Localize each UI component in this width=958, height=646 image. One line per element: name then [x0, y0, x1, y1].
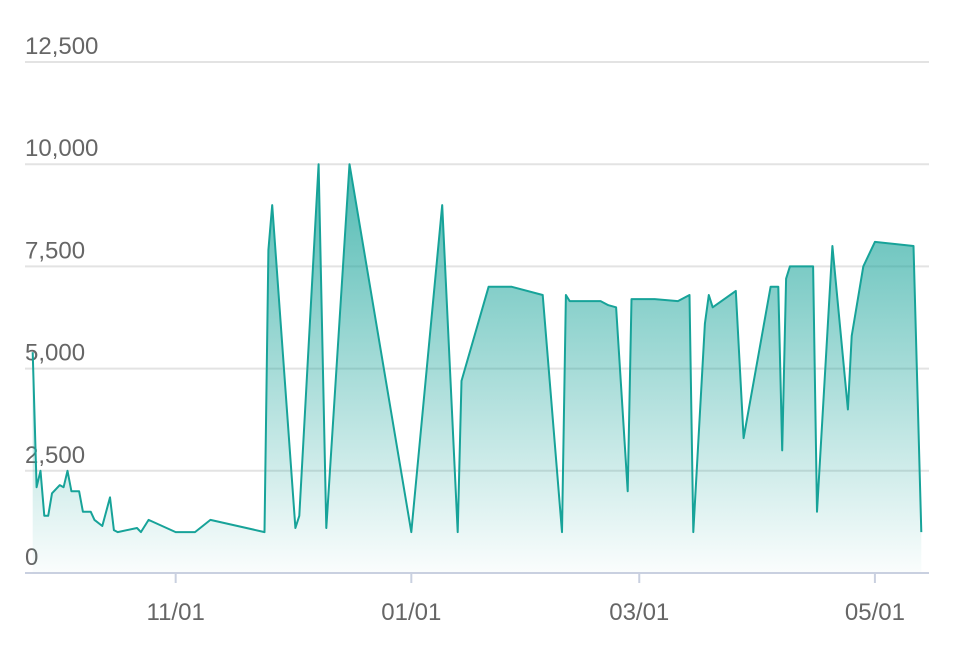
y-tick-label: 12,500 [25, 33, 98, 60]
area [32, 164, 922, 573]
y-tick-label: 5,000 [25, 340, 85, 367]
y-tick-label: 10,000 [25, 135, 98, 162]
x-tick-label: 03/01 [609, 599, 669, 626]
x-tick-label: 01/01 [381, 599, 441, 626]
y-tick-label: 7,500 [25, 237, 85, 264]
x-tick-label: 11/01 [147, 599, 205, 626]
x-tick-label: 05/01 [845, 599, 905, 626]
line [31, 163, 923, 534]
